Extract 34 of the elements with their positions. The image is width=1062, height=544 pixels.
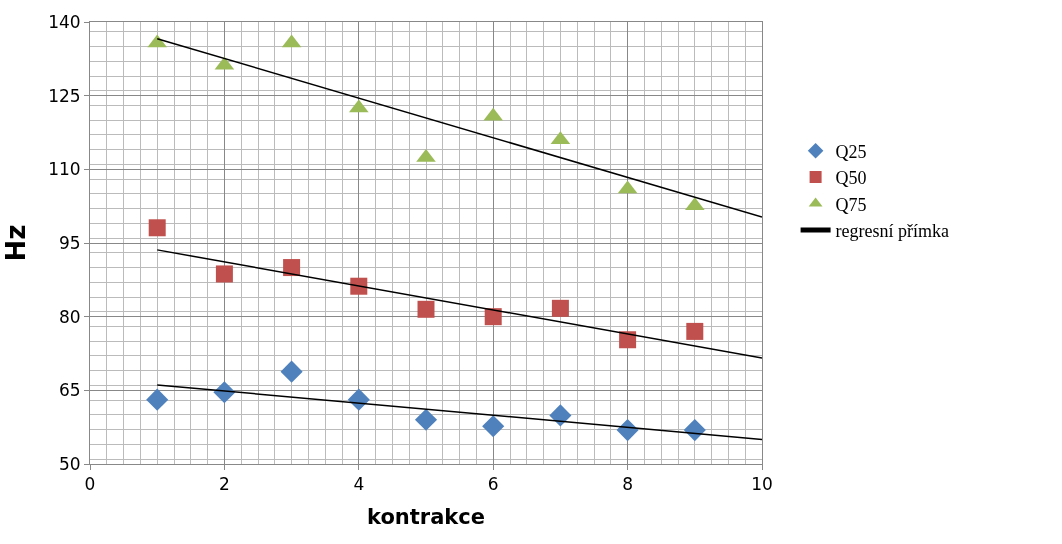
y-tick-label: 140	[48, 11, 81, 32]
y-tick-label: 50	[58, 453, 81, 474]
point	[482, 415, 505, 438]
y-tick-label: 65	[58, 380, 81, 401]
point	[551, 299, 569, 317]
y-axis-title: Hz	[0, 224, 31, 262]
point	[417, 300, 435, 318]
point	[350, 277, 368, 295]
point	[619, 331, 637, 349]
x-axis-title: kontrakce	[366, 504, 486, 529]
point	[686, 322, 704, 340]
legend-label: Q50	[835, 168, 867, 189]
x-tick-label: 0	[84, 474, 96, 495]
point	[146, 388, 169, 411]
y-tick-label: 95	[58, 232, 81, 253]
point	[280, 360, 303, 383]
point	[549, 404, 572, 427]
x-tick-label: 8	[622, 474, 634, 495]
point	[414, 408, 438, 431]
point	[283, 259, 301, 277]
y-tick-label: 110	[48, 159, 81, 180]
point	[215, 265, 233, 283]
legend-label: regresní přímka	[835, 220, 950, 241]
y-tick-label: 125	[48, 85, 81, 106]
point	[148, 219, 166, 237]
point	[347, 388, 370, 411]
x-tick-label: 10	[751, 474, 773, 495]
x-tick-label: 6	[487, 474, 499, 495]
x-tick-label: 4	[353, 474, 365, 495]
y-tick-label: 80	[58, 306, 81, 327]
legend-label: Q75	[835, 194, 867, 215]
point	[484, 308, 502, 326]
legend-label: Q25	[835, 141, 867, 162]
x-tick-label: 2	[218, 474, 230, 495]
